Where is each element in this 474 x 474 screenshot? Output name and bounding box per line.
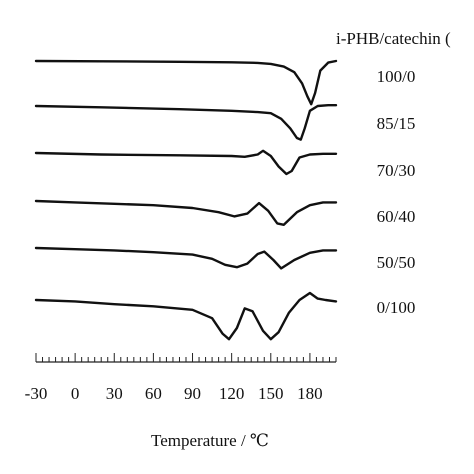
series-label-70-30: 70/30	[377, 161, 416, 180]
x-ticks-group	[35, 353, 337, 362]
series-label-85-15: 85/15	[377, 114, 416, 133]
x-tick-label: 150	[258, 384, 284, 403]
x-tick-label: 120	[219, 384, 245, 403]
legend-title: i-PHB/catechin (	[336, 29, 451, 48]
x-tick-label: 90	[184, 384, 201, 403]
series-label-50-50: 50/50	[377, 253, 416, 272]
x-tick-label: 180	[297, 384, 323, 403]
curve-70-30	[34, 149, 338, 176]
curve-0-100	[34, 291, 338, 341]
x-tick-label: 0	[71, 384, 80, 403]
series-label-0-100: 0/100	[377, 298, 416, 317]
series-label-100-0: 100/0	[377, 67, 416, 86]
curve-50-50	[34, 246, 338, 270]
series-labels-group: 100/0 85/15 70/30 60/40 50/50 0/100	[377, 67, 416, 317]
x-tick-labels-group: -30 0 30 60 90 120 150 180	[25, 384, 323, 403]
curve-85-15	[34, 104, 338, 141]
series-label-60-40: 60/40	[377, 207, 416, 226]
curve-60-40	[34, 199, 338, 226]
x-axis-label: Temperature / ℃	[151, 431, 269, 450]
x-tick-label: 60	[145, 384, 162, 403]
x-tick-label: -30	[25, 384, 48, 403]
curve-100-0	[34, 59, 338, 106]
x-tick-label: 30	[106, 384, 123, 403]
curves-group	[34, 59, 338, 341]
